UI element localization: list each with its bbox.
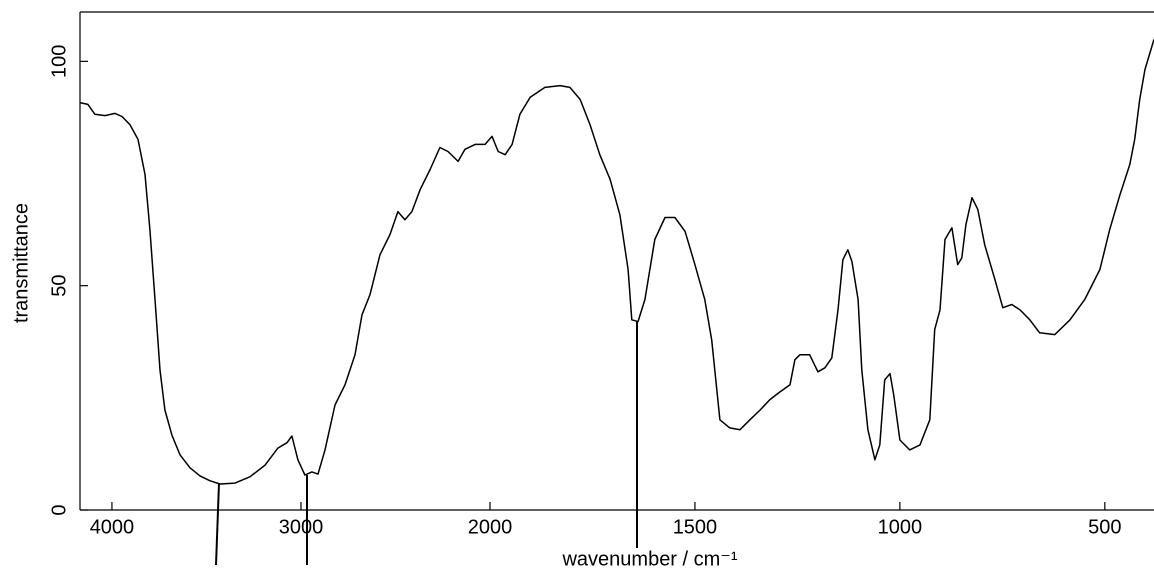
x-tick-label: 500 — [1088, 516, 1121, 538]
y-tick-label: 0 — [48, 504, 70, 515]
y-axis-title: transmittance — [10, 203, 32, 323]
peak-marker — [215, 482, 220, 566]
x-tick-label: 2000 — [468, 516, 513, 538]
x-axis-title: wavenumber / cm⁻¹ — [561, 548, 737, 570]
y-tick-label: 100 — [48, 45, 70, 78]
spectrum-line — [79, 39, 1154, 485]
x-tick-label: 1000 — [878, 516, 923, 538]
y-tick-label: 50 — [48, 275, 70, 297]
x-tick-label: 3000 — [279, 516, 324, 538]
x-tick-label: 1500 — [673, 516, 718, 538]
x-tick-label: 4000 — [90, 516, 135, 538]
